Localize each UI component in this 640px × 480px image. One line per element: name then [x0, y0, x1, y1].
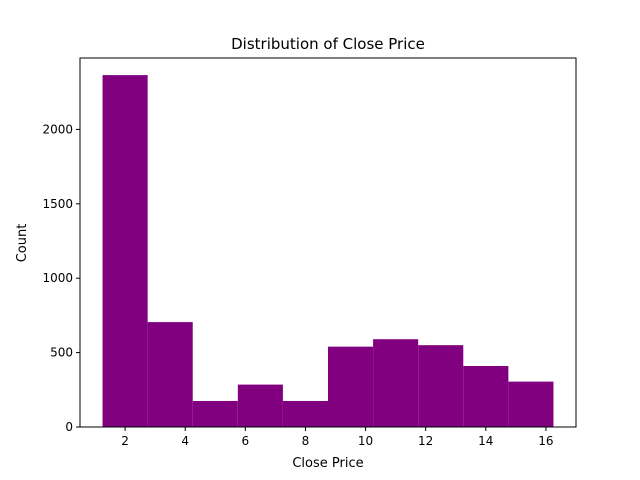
histogram-bar	[102, 75, 148, 427]
histogram-bar	[508, 381, 554, 427]
histogram-bar	[192, 400, 238, 427]
x-tick-label: 2	[121, 434, 129, 448]
histogram-bar	[282, 400, 328, 427]
bars-group	[102, 75, 554, 427]
histogram-bar	[373, 339, 419, 427]
histogram-bar	[147, 322, 193, 427]
y-axis-label: Count	[15, 224, 30, 263]
x-tick-label: 16	[538, 434, 553, 448]
y-axis: 0 500 1000 1500 2000	[42, 122, 80, 434]
x-axis-label: Close Price	[292, 456, 363, 471]
x-tick-label: 8	[302, 434, 310, 448]
plot-frame	[79, 57, 577, 428]
y-tick-label: 1000	[42, 271, 73, 285]
y-tick-label: 0	[65, 420, 73, 434]
x-axis: 2 4 6 8 10 12 14 16	[121, 427, 554, 448]
histogram-bar	[463, 365, 509, 427]
x-tick-label: 4	[181, 434, 189, 448]
y-tick-label: 500	[50, 346, 73, 360]
histogram-bar	[328, 346, 374, 427]
x-tick-label: 10	[358, 434, 373, 448]
histogram-bar	[418, 345, 464, 427]
histogram-bar	[237, 384, 283, 427]
x-tick-label: 6	[242, 434, 250, 448]
x-tick-label: 14	[478, 434, 493, 448]
y-tick-label: 2000	[42, 122, 73, 136]
y-tick-label: 1500	[42, 197, 73, 211]
chart-title: Distribution of Close Price	[231, 35, 425, 53]
x-tick-label: 12	[418, 434, 433, 448]
